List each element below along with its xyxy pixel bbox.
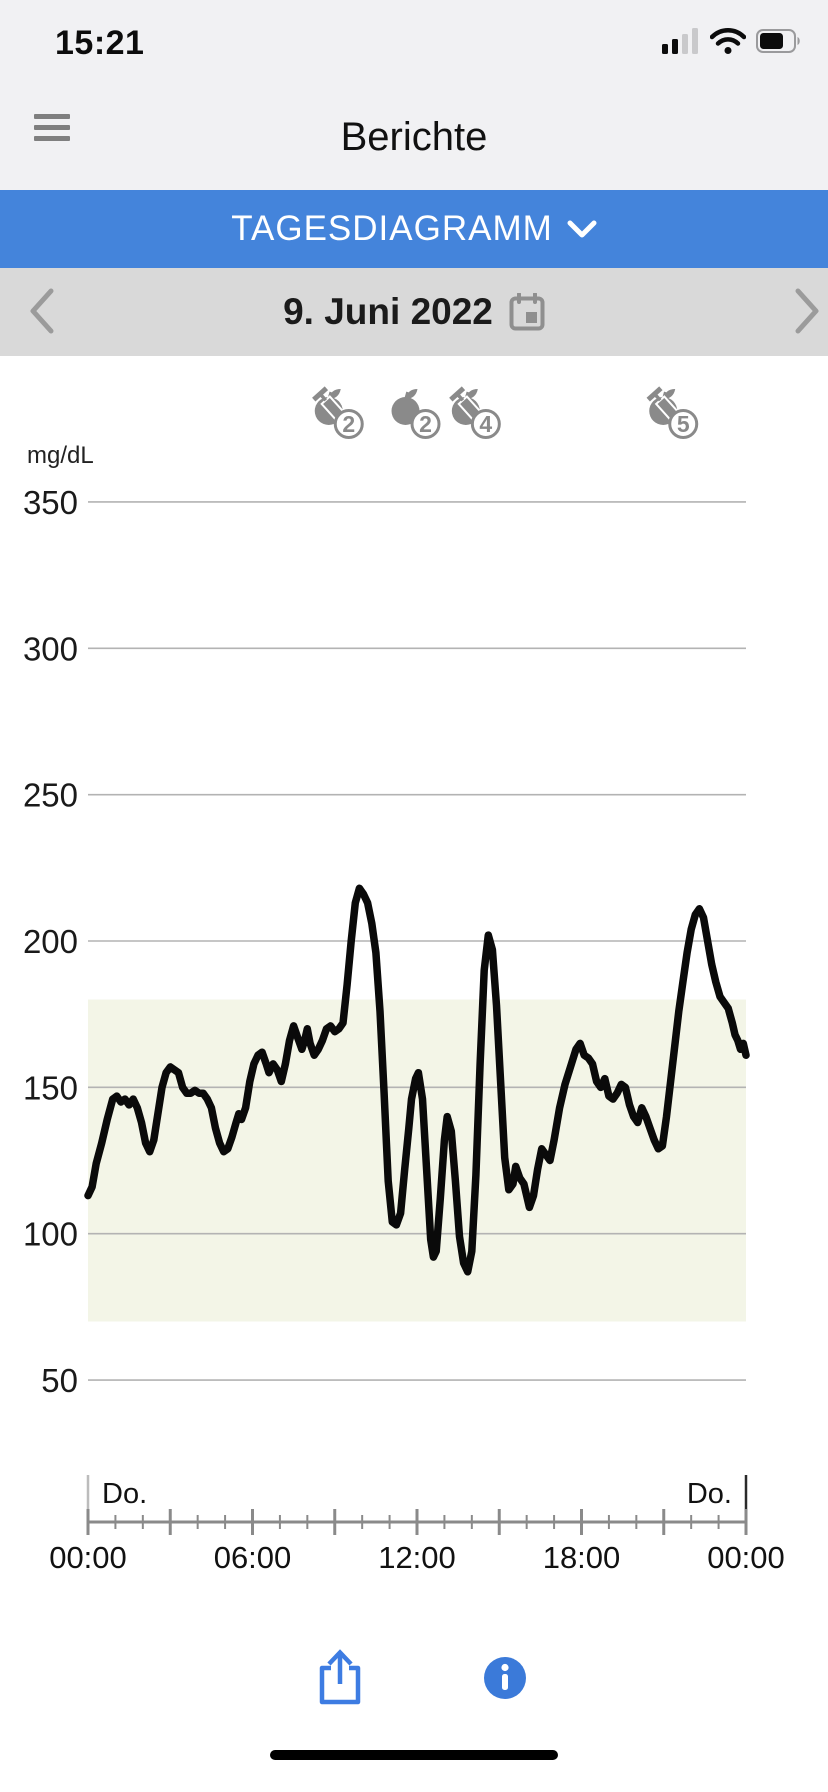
- date-display[interactable]: 9. Juni 2022: [0, 268, 828, 356]
- event-count: 2: [419, 411, 432, 437]
- event-count: 5: [677, 411, 690, 437]
- status-time: 15:21: [55, 24, 145, 62]
- x-tick-label: 00:00: [49, 1540, 127, 1575]
- selected-date: 9. Juni 2022: [283, 291, 493, 332]
- cellular-signal-icon: [662, 28, 698, 54]
- report-type-selector[interactable]: TAGESDIAGRAMM: [0, 190, 828, 268]
- info-button[interactable]: [483, 1656, 527, 1700]
- status-bar: 15:21: [0, 0, 828, 84]
- event-count-badge: [668, 409, 699, 439]
- share-icon: [319, 1649, 361, 1705]
- nav-bar: Berichte: [0, 84, 828, 190]
- day-label: Do.: [102, 1478, 147, 1510]
- battery-icon: [756, 29, 800, 53]
- y-axis-unit-label: mg/dL: [27, 442, 94, 469]
- glucose-chart-svg: 350 300 250 200 150 100 50 mg/dL 00:00 06:00 12:00…: [23, 386, 785, 1575]
- info-icon: [484, 1657, 526, 1699]
- y-tick-label: 50: [41, 1362, 78, 1399]
- report-type-label: TAGESDIAGRAMM: [231, 209, 553, 248]
- home-indicator[interactable]: [270, 1750, 558, 1760]
- hamburger-menu-button[interactable]: [30, 108, 74, 152]
- y-tick-label: 250: [23, 777, 78, 814]
- chevron-left-icon: [30, 288, 54, 333]
- y-tick-label: 300: [23, 630, 78, 667]
- y-tick-label: 100: [23, 1216, 78, 1253]
- y-tick-label: 150: [23, 1069, 78, 1106]
- day-label: Do.: [687, 1478, 732, 1510]
- previous-day-button[interactable]: [0, 268, 70, 356]
- x-tick-label: 18:00: [543, 1540, 621, 1575]
- event-count-badge: [470, 409, 501, 439]
- x-tick-label: 00:00: [707, 1540, 785, 1575]
- meal-icon: 2: [391, 389, 441, 439]
- meal-insulin-icon: 5: [646, 386, 699, 439]
- next-day-button[interactable]: [758, 268, 828, 356]
- event-count-badge: [410, 409, 441, 439]
- status-icons: [662, 28, 802, 54]
- event-count: 4: [479, 411, 492, 437]
- event-count-badge: [333, 409, 364, 439]
- wifi-icon: [710, 28, 746, 54]
- glucose-day-chart: 350 300 250 200 150 100 50 mg/dL 00:00 06:00 12:00…: [0, 356, 828, 1646]
- y-tick-label: 200: [23, 923, 78, 960]
- chevron-down-icon: [567, 220, 597, 238]
- calendar-icon: [509, 293, 545, 331]
- page-title: Berichte: [340, 114, 488, 159]
- x-tick-label: 06:00: [214, 1540, 292, 1575]
- y-tick-label: 350: [23, 484, 78, 521]
- event-count: 2: [342, 411, 355, 437]
- date-navigation: 9. Juni 2022: [0, 268, 828, 356]
- glucose-trace: [84, 884, 750, 1276]
- hamburger-icon: [34, 113, 70, 119]
- share-button[interactable]: [314, 1648, 366, 1708]
- target-range-band: [88, 999, 746, 1322]
- meal-insulin-icon: 2: [312, 386, 364, 439]
- x-tick-label: 12:00: [378, 1540, 456, 1575]
- meal-insulin-icon: 4: [449, 386, 501, 439]
- chevron-right-icon: [795, 288, 819, 333]
